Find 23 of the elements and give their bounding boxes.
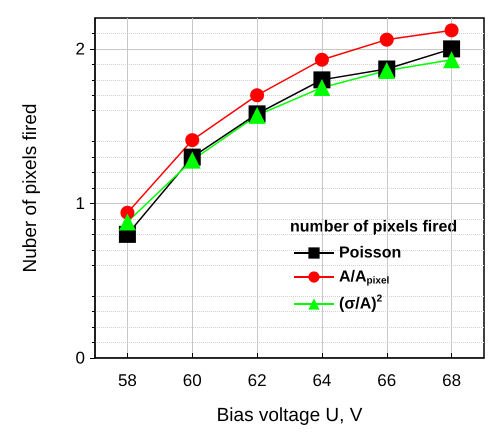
y-tick-label: 0 — [76, 348, 85, 368]
y-tick-label: 1 — [76, 194, 85, 213]
point — [314, 52, 329, 67]
point — [443, 51, 460, 68]
x-tick-label: 60 — [182, 371, 202, 390]
point — [443, 40, 460, 58]
point — [444, 23, 459, 38]
point — [380, 32, 394, 47]
x-tick-label: 62 — [248, 371, 267, 390]
x-tick-label: 64 — [312, 371, 332, 390]
x-axis-title: Bias voltage U, V — [216, 405, 363, 426]
point — [118, 214, 136, 230]
point — [313, 79, 330, 96]
x-tick-label: 58 — [118, 371, 137, 390]
y-tick-label: 2 — [76, 39, 85, 58]
point — [250, 88, 264, 102]
y-axis-title: Nuber of pixels fired — [20, 104, 41, 272]
legend-label: Poisson — [339, 244, 402, 262]
point — [185, 133, 200, 148]
x-tick-label: 66 — [377, 371, 396, 390]
point — [184, 152, 201, 169]
x-tick-label: 68 — [442, 371, 462, 390]
legend-title: number of pixels fired — [290, 218, 458, 236]
